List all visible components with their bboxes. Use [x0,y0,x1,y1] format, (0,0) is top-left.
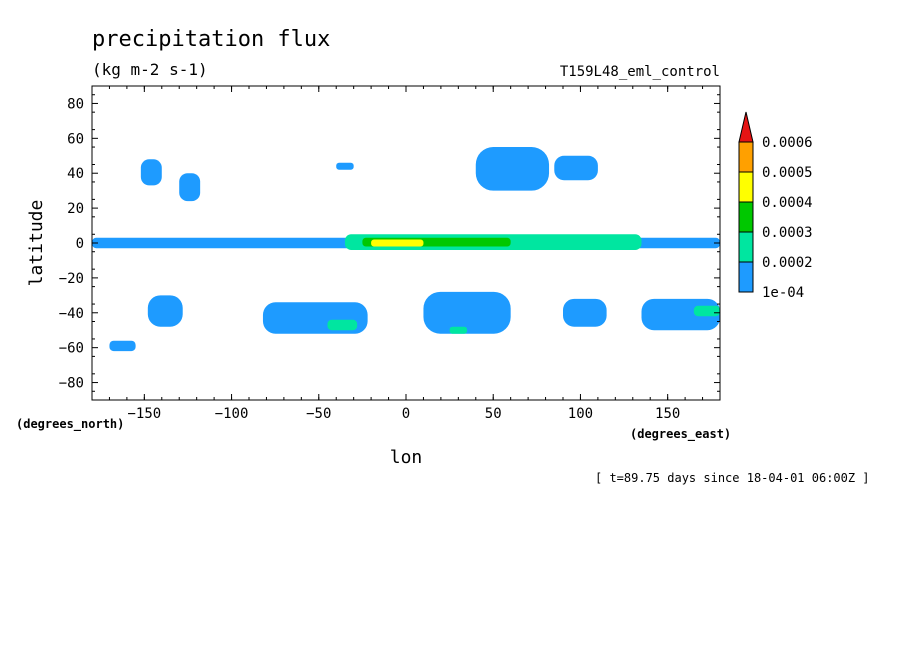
precipitation-field [92,147,720,352]
precip-patch [475,147,550,191]
colorbar-swatch [738,141,754,173]
precip-patch [140,159,162,186]
colorbar-label: 0.0004 [762,195,813,211]
y-tick-label: 60 [67,131,84,147]
colorbar-label: 0.0003 [762,225,813,241]
y-tick-label: −20 [59,271,84,287]
y-tick-label: 40 [67,166,84,182]
precip-patch [449,326,468,334]
precip-patch [563,298,607,327]
x-tick-label: −100 [215,406,249,422]
precip-patch [371,239,424,247]
precip-patch [327,319,358,331]
y-tick-label: −60 [59,341,84,357]
x-axis-title: lon [390,447,423,468]
precip-patch [423,291,511,334]
run-label: T159L48_eml_control [560,64,720,80]
colorbar-label: 1e-04 [762,285,804,301]
precip-patch [179,173,201,202]
precip-patch [693,305,720,317]
colorbar-swatch [738,171,754,203]
y-tick-label: −80 [59,376,84,392]
precip-patch [554,155,598,181]
chart-title: precipitation flux [92,27,330,52]
x-tick-label: 150 [655,406,680,422]
colorbar-label: 0.0006 [762,135,813,151]
y-tick-label: 80 [67,96,84,112]
precip-patch [109,340,136,352]
x-tick-label: −150 [127,406,161,422]
x-tick-label: −50 [306,406,331,422]
precip-patch [147,295,183,327]
y-axis-title: latitude [26,200,47,287]
colorbar-swatch [738,231,754,263]
x-axis-ticks: −150 −100 −50 0 50 100 150 [108,86,704,422]
x-units-label: (degrees_east) [630,427,731,442]
colorbar-label: 0.0002 [762,255,813,271]
y-tick-label: 20 [67,201,84,217]
y-tick-label: 0 [76,236,84,252]
colorbar-arrow [738,111,754,143]
chart-subtitle: (kg m-2 s-1) [92,60,208,79]
x-tick-label: 50 [485,406,502,422]
colorbar-label: 0.0005 [762,165,813,181]
y-tick-label: −40 [59,306,84,322]
time-note: [ t=89.75 days since 18-04-01 06:00Z ] [595,471,870,485]
colorbar: 1e-04 0.0002 0.0003 0.0004 0.0005 0.0006 [738,111,813,301]
colorbar-swatch [738,201,754,233]
x-tick-label: 100 [568,406,593,422]
colorbar-swatch [738,261,754,293]
y-units-label: (degrees_north) [16,417,124,432]
precip-patch [336,162,354,170]
x-tick-label: 0 [402,406,410,422]
plot-area [91,85,721,401]
y-axis-ticks: 80 60 40 20 0 −20 −40 −60 −80 [59,94,720,392]
